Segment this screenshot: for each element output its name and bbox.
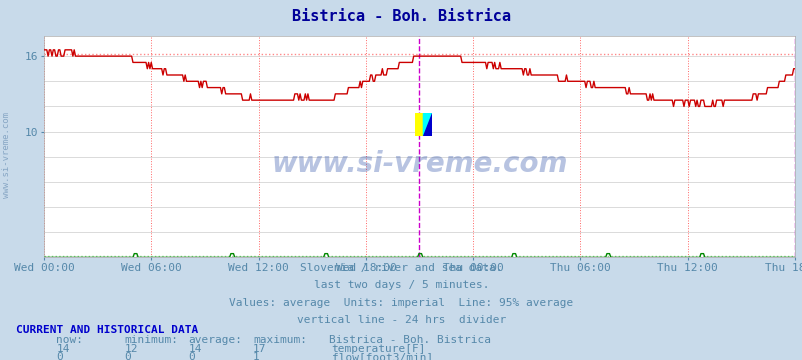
Text: Bistrica - Boh. Bistrica: Bistrica - Boh. Bistrica xyxy=(292,9,510,24)
Text: now:: now: xyxy=(56,335,83,345)
Text: 14: 14 xyxy=(188,344,202,354)
Text: 0: 0 xyxy=(56,352,63,360)
Text: CURRENT AND HISTORICAL DATA: CURRENT AND HISTORICAL DATA xyxy=(16,325,198,336)
Text: 17: 17 xyxy=(253,344,266,354)
Text: 0: 0 xyxy=(124,352,131,360)
Text: vertical line - 24 hrs  divider: vertical line - 24 hrs divider xyxy=(297,315,505,325)
Text: www.si-vreme.com: www.si-vreme.com xyxy=(271,150,567,179)
Text: 0: 0 xyxy=(188,352,195,360)
Text: Bistrica - Boh. Bistrica: Bistrica - Boh. Bistrica xyxy=(329,335,491,345)
Text: minimum:: minimum: xyxy=(124,335,178,345)
Text: average:: average: xyxy=(188,335,242,345)
Text: last two days / 5 minutes.: last two days / 5 minutes. xyxy=(314,280,488,291)
Text: Values: average  Units: imperial  Line: 95% average: Values: average Units: imperial Line: 95… xyxy=(229,298,573,308)
Text: flow[foot3/min]: flow[foot3/min] xyxy=(331,352,432,360)
Text: Slovenia / river and sea data.: Slovenia / river and sea data. xyxy=(300,263,502,273)
Text: 14: 14 xyxy=(56,344,70,354)
Text: 1: 1 xyxy=(253,352,259,360)
Text: temperature[F]: temperature[F] xyxy=(331,344,426,354)
Text: 12: 12 xyxy=(124,344,138,354)
Text: maximum:: maximum: xyxy=(253,335,306,345)
Text: www.si-vreme.com: www.si-vreme.com xyxy=(2,112,11,198)
